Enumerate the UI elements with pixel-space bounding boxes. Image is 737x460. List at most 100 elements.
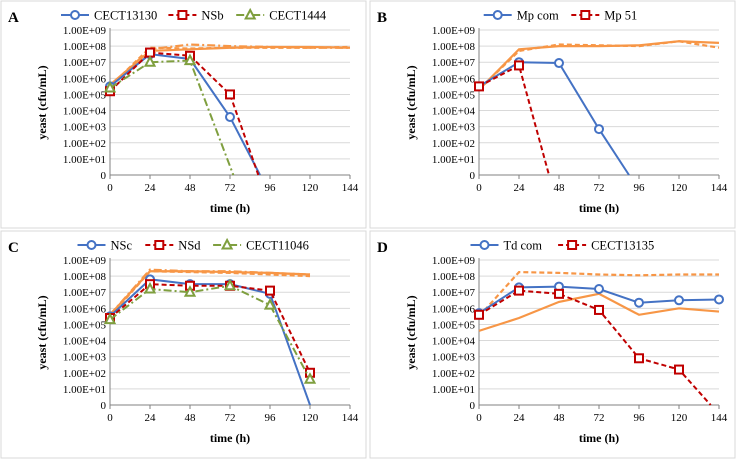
series-line (478, 270, 719, 318)
y-tick-label: 1.00E+08 (432, 271, 476, 283)
y-tick-label: 1.00E+06 (63, 303, 107, 315)
y-tick-label: 1.00E+04 (432, 106, 476, 118)
y-tick-label: 0 (470, 170, 476, 182)
panel-label: B (377, 10, 387, 26)
data-point (594, 304, 604, 315)
panel-label: D (377, 240, 388, 256)
panel-c: 0 1.00E+01 1.00E+02 1.00E+03 1.00E+04 1.00E+0… (0, 230, 368, 460)
data-point (594, 124, 604, 135)
chart-d: 0 1.00E+01 1.00E+02 1.00E+03 1.00E+04 1.00E+0… (369, 230, 736, 459)
x-tick-label: 72 (594, 182, 605, 194)
x-tick-label: 144 (342, 182, 359, 194)
legend-label: Td com (504, 239, 543, 253)
series-line (478, 40, 720, 91)
series-line (109, 51, 260, 176)
y-tick-label: 0 (470, 400, 476, 412)
legend-label: CECT11046 (246, 239, 309, 253)
panel-label: C (8, 240, 19, 256)
x-axis-title: time (h) (579, 201, 619, 215)
data-point (265, 285, 275, 296)
y-tick-label: 1.00E+07 (432, 57, 476, 69)
x-tick-label: 0 (476, 182, 482, 194)
legend-marker (244, 7, 257, 20)
panel-d: 0 1.00E+01 1.00E+02 1.00E+03 1.00E+04 1.00E+0… (369, 230, 737, 460)
x-tick-label: 24 (514, 412, 526, 424)
y-tick-label: 1.00E+08 (63, 41, 107, 53)
x-tick-label: 0 (107, 182, 113, 194)
y-tick-label: 1.00E+09 (432, 25, 476, 37)
data-point (594, 284, 604, 294)
y-tick-label: 1.00E+04 (432, 336, 476, 348)
data-point (183, 53, 197, 66)
x-axis-title: time (h) (210, 201, 250, 215)
x-tick-label: 0 (107, 412, 113, 424)
y-tick-label: 1.00E+05 (432, 89, 476, 101)
y-tick-label: 1.00E+09 (432, 255, 476, 267)
x-tick-label: 72 (225, 412, 236, 424)
legend-marker (580, 10, 591, 20)
data-point (303, 372, 317, 384)
y-axis-title: yeast (cfu/mL) (404, 295, 418, 369)
y-tick-label: 1.00E+01 (432, 384, 475, 396)
legend-label: NSb (201, 9, 223, 23)
data-point (514, 60, 524, 71)
y-axis-title: yeast (cfu/mL) (35, 65, 49, 139)
chart-b: 0 1.00E+01 1.00E+02 1.00E+03 1.00E+04 1.00E+0… (369, 0, 736, 229)
data-point (554, 288, 564, 299)
x-tick-label: 96 (265, 182, 277, 194)
x-axis-title: time (h) (579, 431, 619, 445)
panel-frame (0, 230, 367, 459)
data-point (634, 353, 644, 364)
y-tick-label: 1.00E+07 (63, 287, 107, 299)
data-point (674, 364, 684, 375)
data-point (474, 81, 484, 92)
legend-label: CECT13130 (94, 9, 157, 23)
x-tick-label: 24 (145, 182, 157, 194)
y-tick-label: 1.00E+02 (432, 138, 475, 150)
data-point (143, 55, 157, 67)
y-tick-label: 1.00E+03 (432, 352, 476, 364)
legend-marker (567, 240, 578, 250)
x-tick-label: 120 (302, 182, 319, 194)
data-point (554, 58, 564, 69)
x-tick-label: 48 (554, 182, 566, 194)
legend-label: Mp 51 (604, 9, 637, 23)
x-tick-label: 96 (634, 182, 646, 194)
y-tick-label: 1.00E+02 (432, 368, 475, 380)
x-tick-label: 96 (265, 412, 277, 424)
y-tick-label: 1.00E+06 (432, 73, 476, 85)
data-point (103, 80, 117, 93)
legend-marker (479, 240, 490, 250)
x-tick-label: 120 (671, 182, 688, 194)
x-tick-label: 24 (145, 412, 157, 424)
y-tick-label: 1.00E+09 (63, 25, 107, 37)
y-tick-label: 1.00E+01 (432, 154, 475, 166)
panel-frame (369, 230, 736, 459)
series-line (109, 268, 311, 316)
panel-frame (0, 0, 367, 229)
x-tick-label: 120 (671, 412, 688, 424)
x-tick-label: 72 (225, 182, 236, 194)
x-tick-label: 96 (634, 412, 646, 424)
y-tick-label: 1.00E+02 (63, 368, 106, 380)
data-point (474, 309, 484, 320)
legend-marker (220, 237, 234, 250)
y-axis-title: yeast (cfu/mL) (404, 65, 418, 139)
y-tick-label: 1.00E+07 (432, 287, 476, 299)
x-tick-label: 72 (594, 412, 605, 424)
y-tick-label: 1.00E+07 (63, 57, 107, 69)
series-line (478, 61, 630, 176)
x-tick-label: 144 (342, 412, 359, 424)
y-tick-label: 0 (101, 170, 107, 182)
panel-frame (369, 0, 736, 229)
y-tick-label: 1.00E+02 (63, 138, 106, 150)
series-line (109, 283, 311, 374)
data-point (714, 294, 724, 305)
legend-marker (492, 10, 503, 20)
x-tick-label: 0 (476, 412, 482, 424)
x-tick-label: 48 (185, 412, 197, 424)
chart-c: 0 1.00E+01 1.00E+02 1.00E+03 1.00E+04 1.00E+0… (0, 230, 367, 459)
data-point (225, 89, 235, 100)
y-tick-label: 1.00E+05 (63, 89, 107, 101)
series-line (109, 278, 311, 406)
